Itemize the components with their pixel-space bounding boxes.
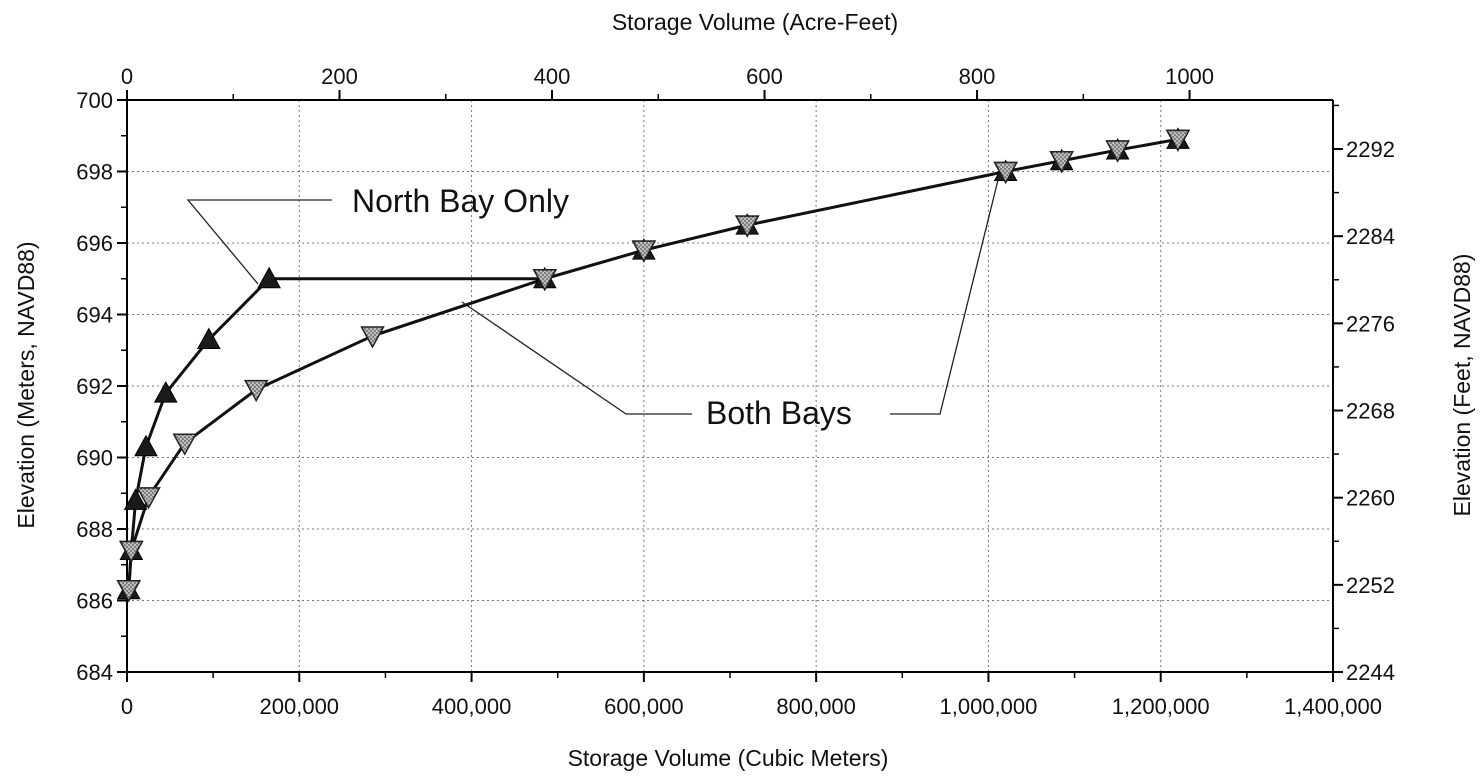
left-axis-title: Elevation (Meters, NAVD88) (13, 241, 39, 528)
x2-tick-label-top: 400 (534, 64, 571, 89)
marker-both-bays-overlap (1105, 140, 1130, 163)
y-tick-label-left: 696 (76, 231, 113, 256)
x2-tick-label-top: 200 (321, 64, 358, 89)
y-tick-label-left: 690 (76, 446, 113, 471)
x-tick-label-bottom: 600,000 (604, 694, 684, 719)
leader-both-bays-upper (890, 171, 1001, 415)
series-line-both-bays (127, 137, 1179, 590)
y2-tick-label-right: 2276 (1346, 311, 1395, 336)
x-tick-label-bottom: 1,000,000 (939, 694, 1037, 719)
x-tick-label-bottom: 400,000 (432, 694, 512, 719)
y-tick-label-left: 692 (76, 374, 113, 399)
bottom-axis-title: Storage Volume (Cubic Meters) (568, 745, 889, 771)
marker-north-bay-only (153, 381, 178, 403)
x-tick-label-bottom: 1,200,000 (1112, 694, 1210, 719)
marker-both-bays (172, 433, 197, 456)
annotation-north-bay-only: North Bay Only (352, 183, 569, 219)
marker-both-bays-overlap (116, 580, 141, 603)
marker-both-bays (360, 326, 385, 349)
series (116, 127, 1191, 603)
marker-north-bay-only (134, 434, 158, 457)
y-tick-label-left: 700 (76, 88, 113, 113)
marker-both-bays-overlap (532, 269, 558, 292)
top-axis-title: Storage Volume (Acre-Feet) (612, 9, 898, 35)
x-tick-label-bottom: 0 (121, 694, 133, 719)
y2-tick-label-right: 2252 (1346, 573, 1395, 598)
annotation-both-bays: Both Bays (706, 395, 852, 431)
y-tick-label-left: 688 (76, 517, 113, 542)
annotation-leaders (186, 171, 1001, 415)
y-tick-label-left: 694 (76, 303, 113, 328)
marker-north-bay-only (196, 327, 221, 350)
marker-both-bays (243, 379, 269, 403)
grid (127, 100, 1333, 672)
x-tick-label-bottom: 1,400,000 (1284, 694, 1382, 719)
y2-tick-label-right: 2292 (1346, 137, 1395, 162)
x2-tick-label-top: 0 (121, 64, 133, 89)
y2-tick-label-right: 2260 (1346, 486, 1395, 511)
y-tick-label-left: 686 (76, 589, 113, 614)
marker-both-bays (136, 487, 161, 510)
y-tick-label-left: 698 (76, 160, 113, 185)
axes: 0 200,000 400,000 600,000 800,000 1,000,000 1,… (76, 64, 1395, 719)
x2-tick-label-top: 800 (959, 64, 996, 89)
y2-tick-label-right: 2244 (1346, 660, 1395, 685)
marker-both-bays-overlap (119, 540, 144, 564)
x-tick-label-bottom: 800,000 (776, 694, 856, 719)
y2-tick-label-right: 2268 (1346, 399, 1395, 424)
marker-north-bay-only (257, 266, 281, 289)
marker-both-bays-overlap (734, 215, 760, 238)
x-tick-label-bottom: 200,000 (260, 694, 340, 719)
marker-both-bays-overlap (631, 240, 657, 263)
leader-north-bay-only (186, 199, 332, 285)
x2-tick-label-top: 600 (746, 64, 783, 89)
marker-both-bays-overlap (1049, 151, 1074, 174)
y2-tick-label-right: 2284 (1346, 224, 1395, 249)
marker-north-bay-only (123, 488, 148, 510)
marker-both-bays-overlap (1165, 129, 1191, 152)
x2-tick-label-top: 1000 (1165, 64, 1214, 89)
right-axis-title: Elevation (Feet, NAVD88) (1449, 254, 1475, 517)
y-tick-label-left: 684 (76, 660, 113, 685)
leader-both-bays-lower (461, 301, 692, 415)
